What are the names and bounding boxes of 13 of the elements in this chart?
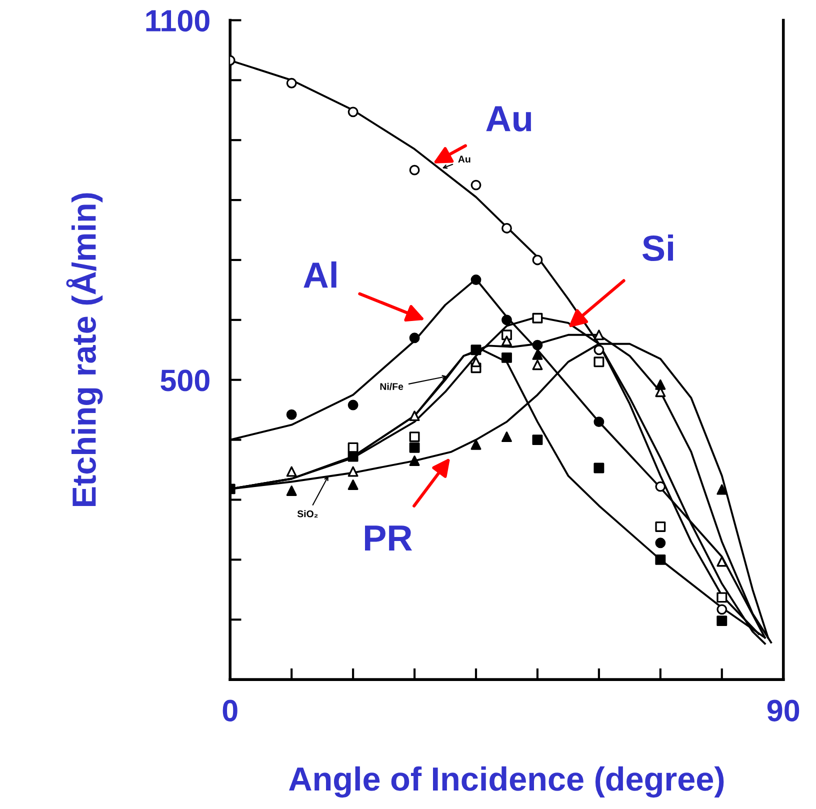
annotation: PR <box>365 526 412 550</box>
annotation: Si <box>642 234 673 262</box>
x-tick-label: 90 <box>767 700 800 722</box>
y-tick-label: 1100 <box>146 10 210 32</box>
x-tick-label: 0 <box>222 700 238 722</box>
y-tick-label: 500 <box>160 370 210 392</box>
annotation: Ni/Fe <box>380 382 404 390</box>
annotation: Au <box>486 106 532 132</box>
annotation: Al <box>304 261 336 288</box>
y-axis-title: Etching rate (Å/min) <box>66 193 103 506</box>
annotation: Au <box>458 156 470 163</box>
annotation: SiO₂ <box>297 510 318 518</box>
x-axis-title: Angle of Incidence (degree) <box>289 766 724 798</box>
